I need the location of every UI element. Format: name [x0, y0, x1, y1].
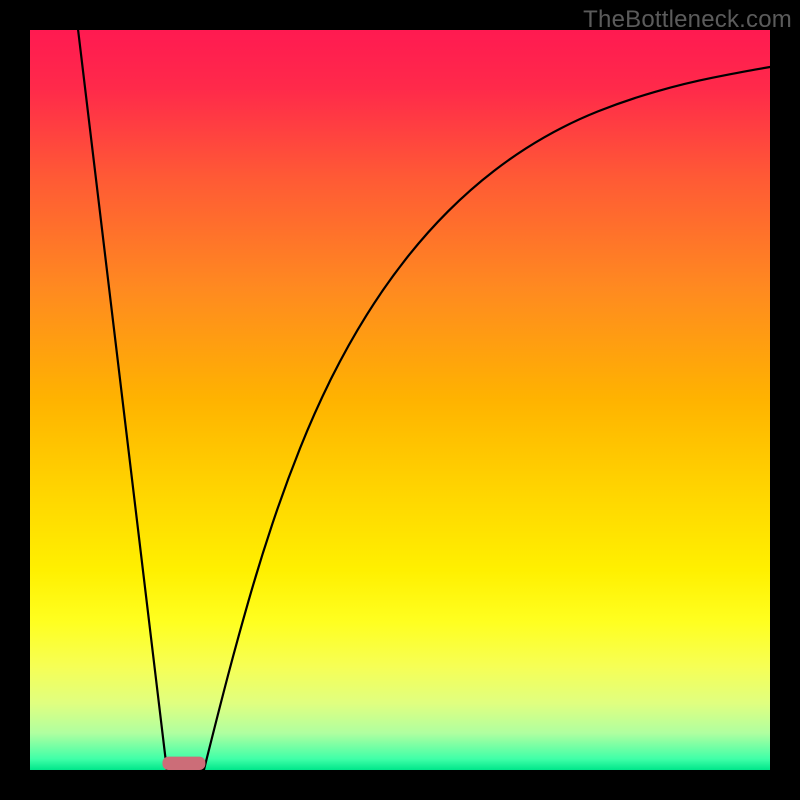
plot-area — [30, 30, 770, 770]
optimal-marker — [162, 757, 205, 770]
watermark-text: TheBottleneck.com — [583, 6, 792, 34]
chart-container: TheBottleneck.com — [0, 0, 800, 800]
bottleneck-chart — [0, 0, 800, 800]
